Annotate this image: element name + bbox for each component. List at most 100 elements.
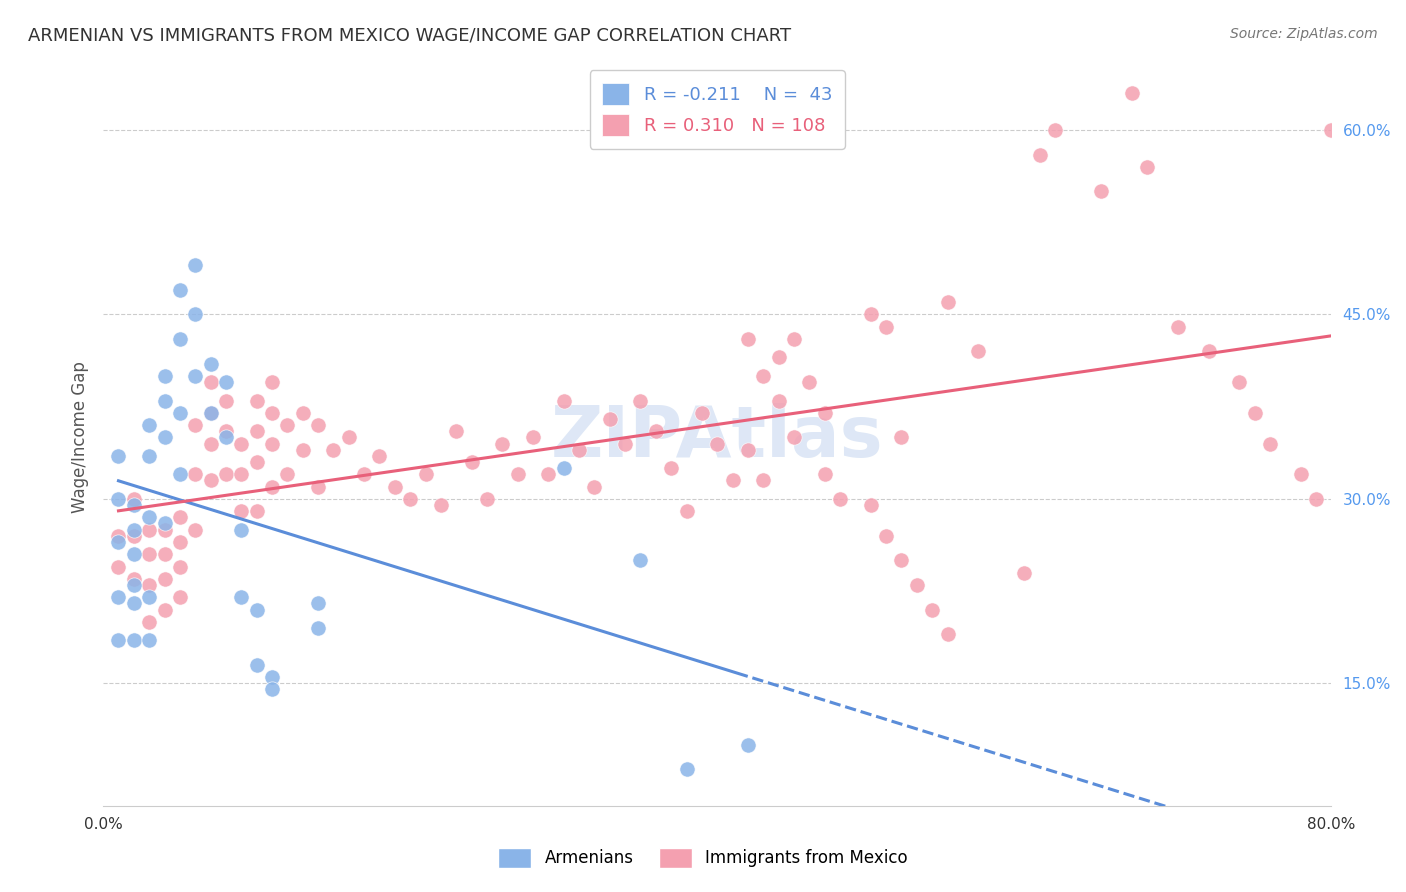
Point (215, 467, 238, 482)
Text: ARMENIAN VS IMMIGRANTS FROM MEXICO WAGE/INCOME GAP CORRELATION CHART: ARMENIAN VS IMMIGRANTS FROM MEXICO WAGE/… (28, 27, 792, 45)
Point (169, 535, 191, 549)
Point (231, 591, 253, 605)
Point (169, 510, 191, 524)
Point (706, 436, 728, 450)
Point (122, 633, 145, 648)
Point (138, 615, 160, 629)
Point (200, 375, 222, 389)
Point (200, 357, 222, 371)
Point (200, 406, 222, 420)
Point (184, 467, 207, 482)
Point (138, 449, 160, 463)
Point (399, 491, 422, 506)
Text: Source: ZipAtlas.com: Source: ZipAtlas.com (1230, 27, 1378, 41)
Point (107, 491, 129, 506)
Point (675, 504, 697, 518)
Text: ZIPAtlas: ZIPAtlas (551, 403, 883, 472)
Point (768, 393, 790, 408)
Point (184, 418, 207, 433)
Point (322, 442, 344, 457)
Point (1198, 344, 1220, 359)
Point (138, 510, 160, 524)
Point (446, 424, 468, 438)
Point (307, 418, 329, 433)
Point (537, 467, 560, 482)
Point (506, 467, 529, 482)
Point (138, 578, 160, 592)
Point (921, 602, 943, 616)
Point (200, 436, 222, 450)
Point (138, 418, 160, 433)
Point (875, 529, 897, 543)
Point (630, 393, 652, 408)
Point (122, 523, 145, 537)
Point (828, 491, 851, 506)
Point (1305, 491, 1327, 506)
Point (231, 467, 253, 482)
Point (138, 591, 160, 605)
Point (276, 467, 298, 482)
Point (644, 424, 666, 438)
Point (553, 461, 575, 475)
Point (690, 406, 713, 420)
Point (122, 498, 145, 512)
Point (368, 449, 391, 463)
Point (967, 344, 990, 359)
Legend: R = -0.211    N =  43, R = 0.310   N = 108: R = -0.211 N = 43, R = 0.310 N = 108 (589, 70, 845, 149)
Point (231, 523, 253, 537)
Point (1090, 185, 1112, 199)
Point (231, 436, 253, 450)
Point (138, 523, 160, 537)
Point (215, 375, 238, 389)
Point (107, 591, 129, 605)
Point (737, 738, 759, 752)
Point (1014, 566, 1036, 580)
Point (859, 308, 882, 322)
Point (859, 498, 882, 512)
Point (1258, 436, 1281, 450)
Point (107, 535, 129, 549)
Point (875, 319, 897, 334)
Point (153, 572, 176, 586)
Point (384, 480, 406, 494)
Point (659, 461, 682, 475)
Point (890, 553, 912, 567)
Point (246, 455, 269, 469)
Point (553, 393, 575, 408)
Point (1136, 160, 1159, 174)
Point (184, 368, 207, 383)
Legend: Armenians, Immigrants from Mexico: Armenians, Immigrants from Mexico (491, 841, 915, 875)
Point (153, 516, 176, 531)
Point (169, 406, 191, 420)
Point (752, 474, 775, 488)
Point (169, 467, 191, 482)
Point (184, 258, 207, 272)
Point (153, 523, 176, 537)
Point (291, 406, 314, 420)
Point (721, 474, 744, 488)
Point (122, 529, 145, 543)
Point (260, 436, 283, 450)
Point (783, 430, 806, 444)
Point (246, 602, 269, 616)
Point (415, 467, 437, 482)
Point (675, 763, 697, 777)
Point (737, 332, 759, 346)
Point (200, 474, 222, 488)
Point (215, 424, 238, 438)
Point (246, 393, 269, 408)
Point (307, 621, 329, 635)
Point (260, 375, 283, 389)
Point (169, 332, 191, 346)
Point (1227, 375, 1250, 389)
Point (905, 578, 928, 592)
Point (107, 529, 129, 543)
Point (936, 295, 959, 310)
Point (1121, 86, 1143, 100)
Point (184, 308, 207, 322)
Y-axis label: Wage/Income Gap: Wage/Income Gap (72, 361, 89, 513)
Point (122, 572, 145, 586)
Point (814, 467, 837, 482)
Point (1289, 467, 1312, 482)
Point (215, 393, 238, 408)
